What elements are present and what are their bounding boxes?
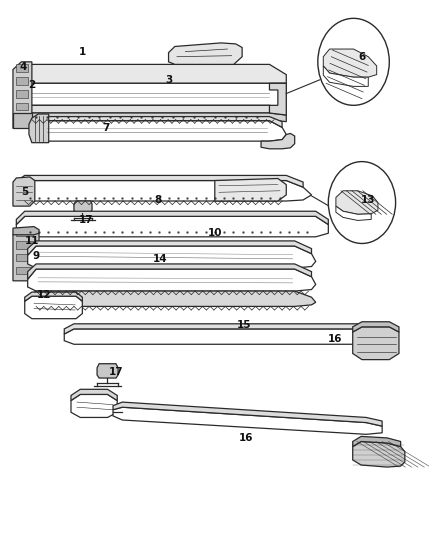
Polygon shape <box>169 43 242 64</box>
Polygon shape <box>16 216 328 237</box>
Polygon shape <box>28 269 316 291</box>
Text: 8: 8 <box>155 195 162 205</box>
Polygon shape <box>261 133 295 149</box>
Text: 6: 6 <box>358 52 366 62</box>
Polygon shape <box>71 394 117 417</box>
Text: 4: 4 <box>20 62 27 72</box>
Text: 14: 14 <box>153 254 167 264</box>
Text: 3: 3 <box>165 75 172 85</box>
Polygon shape <box>353 327 399 360</box>
Polygon shape <box>74 201 92 213</box>
Text: 13: 13 <box>361 195 375 205</box>
Text: 11: 11 <box>25 236 39 246</box>
Polygon shape <box>34 120 286 141</box>
Polygon shape <box>353 441 405 467</box>
Text: 1: 1 <box>79 46 86 56</box>
Polygon shape <box>29 114 49 143</box>
Polygon shape <box>21 75 286 109</box>
Polygon shape <box>323 66 368 86</box>
Polygon shape <box>16 254 33 261</box>
Polygon shape <box>28 291 316 306</box>
Polygon shape <box>21 105 32 119</box>
Text: 5: 5 <box>21 187 28 197</box>
Polygon shape <box>323 49 377 77</box>
Polygon shape <box>336 191 378 214</box>
Polygon shape <box>97 364 118 378</box>
Text: 7: 7 <box>102 123 109 133</box>
Polygon shape <box>16 266 33 274</box>
Text: 9: 9 <box>32 251 40 261</box>
Polygon shape <box>113 407 382 434</box>
Polygon shape <box>21 64 286 83</box>
Polygon shape <box>25 292 82 301</box>
Text: 10: 10 <box>208 228 222 238</box>
Polygon shape <box>16 64 28 72</box>
Polygon shape <box>353 437 401 447</box>
Polygon shape <box>21 105 286 122</box>
Polygon shape <box>28 241 311 255</box>
Text: 16: 16 <box>239 433 254 443</box>
Polygon shape <box>17 175 303 187</box>
Text: 16: 16 <box>327 334 342 344</box>
Text: 2: 2 <box>28 80 35 90</box>
Text: 17: 17 <box>79 215 94 225</box>
Polygon shape <box>16 241 33 248</box>
Polygon shape <box>16 211 328 224</box>
Text: 15: 15 <box>237 320 251 330</box>
Polygon shape <box>25 296 82 319</box>
Polygon shape <box>16 103 28 110</box>
Polygon shape <box>353 322 399 332</box>
Circle shape <box>318 18 389 106</box>
Polygon shape <box>13 230 39 281</box>
Polygon shape <box>28 246 316 268</box>
Polygon shape <box>269 83 286 115</box>
Polygon shape <box>13 113 32 128</box>
Polygon shape <box>16 228 33 236</box>
Text: 17: 17 <box>109 367 123 377</box>
Circle shape <box>328 161 396 244</box>
Polygon shape <box>28 264 311 279</box>
Polygon shape <box>16 116 28 123</box>
Polygon shape <box>336 206 371 221</box>
Polygon shape <box>21 98 286 115</box>
Polygon shape <box>64 324 374 334</box>
Polygon shape <box>16 77 28 85</box>
Polygon shape <box>215 179 286 201</box>
Polygon shape <box>36 117 282 127</box>
Polygon shape <box>13 177 35 206</box>
Text: 12: 12 <box>37 289 52 300</box>
Polygon shape <box>16 90 28 98</box>
Polygon shape <box>71 389 117 401</box>
Polygon shape <box>64 329 374 344</box>
Polygon shape <box>13 62 32 128</box>
Polygon shape <box>113 402 382 426</box>
Polygon shape <box>13 227 39 235</box>
Polygon shape <box>16 181 311 201</box>
